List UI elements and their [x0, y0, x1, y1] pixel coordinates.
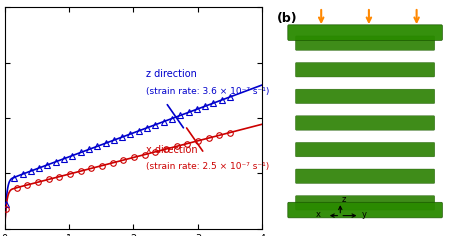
FancyBboxPatch shape — [295, 89, 435, 104]
FancyBboxPatch shape — [295, 63, 435, 77]
FancyBboxPatch shape — [295, 36, 435, 50]
Text: x direction: x direction — [146, 145, 198, 155]
FancyBboxPatch shape — [295, 142, 435, 157]
FancyBboxPatch shape — [288, 202, 442, 218]
Text: z direction: z direction — [146, 69, 197, 79]
Text: y: y — [361, 210, 366, 219]
FancyBboxPatch shape — [288, 25, 442, 40]
Text: (strain rate: 3.6 × 10⁻⁷ s⁻¹): (strain rate: 3.6 × 10⁻⁷ s⁻¹) — [146, 87, 270, 96]
Text: (b): (b) — [277, 12, 298, 25]
Text: x: x — [316, 210, 320, 219]
Text: (strain rate: 2.5 × 10⁻⁷ s⁻¹): (strain rate: 2.5 × 10⁻⁷ s⁻¹) — [146, 162, 270, 171]
Text: z: z — [341, 195, 346, 204]
FancyBboxPatch shape — [295, 116, 435, 130]
FancyBboxPatch shape — [295, 169, 435, 183]
FancyBboxPatch shape — [295, 196, 435, 210]
